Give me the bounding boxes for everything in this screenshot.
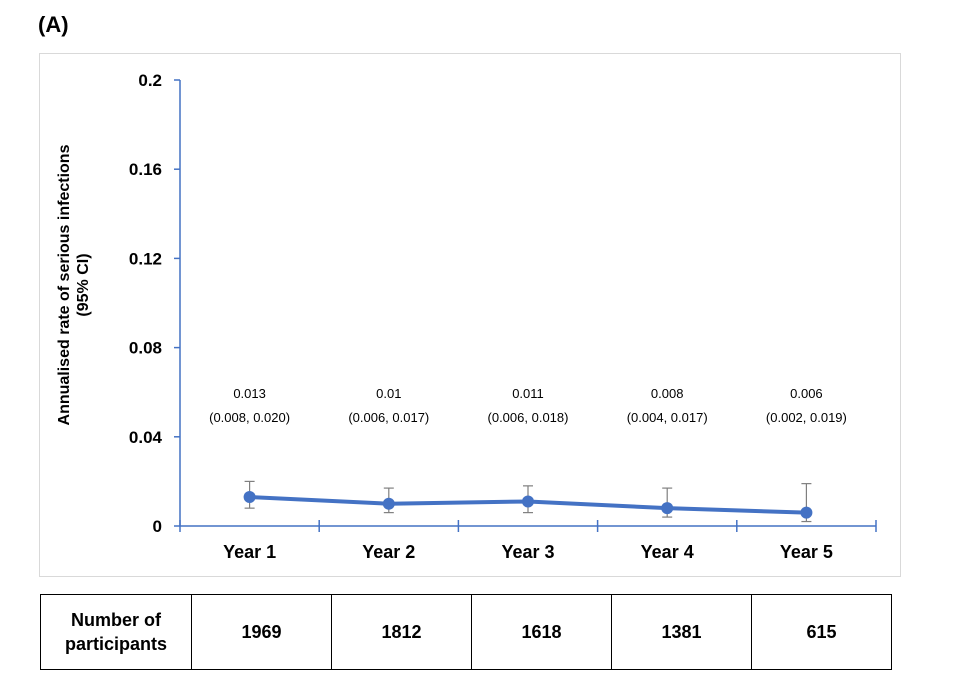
data-point (661, 502, 674, 515)
data-label-value: 0.013 (233, 386, 266, 401)
panel-label: (A) (38, 12, 69, 37)
participants-count-year-2: 1812 (331, 594, 472, 670)
participants-count-year-4: 1381 (611, 594, 752, 670)
participants-row: Number of participants 1969 1812 1618 13… (40, 594, 892, 670)
participants-header-line2: participants (64, 634, 168, 654)
y-tick-label: 0.12 (129, 249, 162, 268)
x-tick-label: Year 4 (641, 542, 694, 562)
chart-frame (39, 53, 901, 577)
x-tick-label: Year 1 (223, 542, 276, 562)
x-tick-label: Year 5 (780, 542, 833, 562)
y-axis-label-line1: Annualised rate of serious infections (56, 144, 73, 426)
data-label-value: 0.006 (790, 386, 823, 401)
participants-count-year-3: 1618 (471, 594, 612, 670)
y-tick-label: 0.08 (129, 339, 162, 358)
data-label-value: 0.008 (651, 386, 684, 401)
data-label-ci: (0.008, 0.020) (209, 410, 290, 425)
data-label-ci: (0.006, 0.017) (348, 410, 429, 425)
y-tick-label: 0.04 (129, 428, 163, 447)
participants-count-year-5: 615 (751, 594, 892, 670)
y-tick-label: 0.2 (138, 71, 162, 90)
data-point (243, 491, 256, 504)
data-label-value: 0.01 (376, 386, 401, 401)
y-tick-label: 0 (153, 517, 162, 536)
participants-header: Number of participants (40, 594, 192, 670)
data-label-ci: (0.002, 0.019) (766, 410, 847, 425)
participants-table: Number of participants 1969 1812 1618 13… (40, 594, 892, 670)
x-tick-label: Year 2 (362, 542, 415, 562)
data-point (522, 495, 534, 508)
x-tick-label: Year 3 (501, 542, 554, 562)
data-label-value: 0.011 (512, 386, 544, 401)
data-point (382, 497, 395, 510)
data-label-ci: (0.004, 0.017) (627, 410, 708, 425)
y-axis-label-line2: (95% CI) (75, 253, 92, 317)
y-tick-label: 0.16 (129, 160, 162, 179)
participants-count-year-1: 1969 (191, 594, 332, 670)
data-label-ci: (0.006, 0.018) (488, 410, 569, 425)
participants-header-line1: Number of (71, 610, 161, 630)
chart: 0 0.04 0.08 0.12 0.16 0.2 Year 1 Year 2 Year 3 Ye… (129, 71, 877, 562)
data-point (800, 506, 813, 519)
